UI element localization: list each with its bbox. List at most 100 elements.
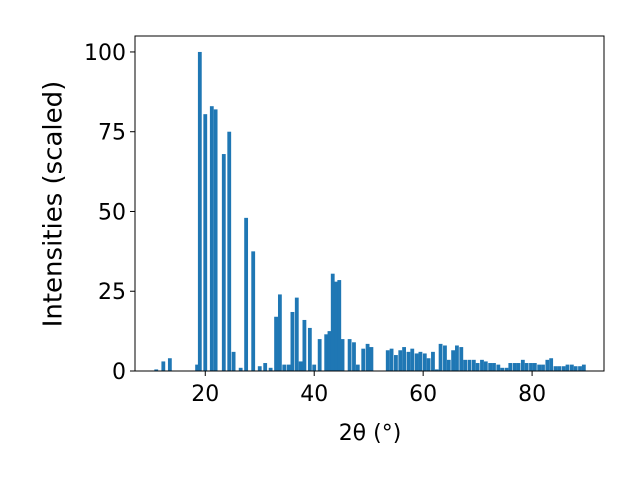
- bar: [361, 348, 366, 371]
- bar: [195, 364, 200, 371]
- bar: [221, 154, 226, 371]
- bar: [573, 366, 578, 371]
- bar: [398, 350, 403, 371]
- bar: [434, 369, 439, 371]
- bar: [282, 364, 287, 371]
- bar: [257, 366, 262, 371]
- bar: [459, 347, 464, 371]
- bar: [431, 351, 435, 371]
- bar: [549, 358, 554, 371]
- bar: [418, 351, 423, 371]
- bar: [561, 366, 566, 371]
- bar: [385, 350, 390, 371]
- bar: [451, 350, 456, 371]
- bar: [369, 347, 374, 371]
- bar: [355, 364, 360, 371]
- bar: [274, 316, 278, 371]
- bar: [389, 348, 394, 371]
- bar: [532, 363, 537, 371]
- bar: [512, 363, 517, 371]
- bar: [312, 364, 317, 371]
- bar: [496, 364, 501, 371]
- bar: [569, 364, 574, 371]
- bar: [317, 339, 322, 371]
- bar: [330, 273, 335, 371]
- bar: [467, 359, 472, 371]
- bar: [213, 109, 218, 371]
- axes-frame: [134, 35, 605, 372]
- bar: [410, 348, 415, 371]
- bar: [294, 297, 299, 371]
- bar: [537, 364, 542, 371]
- bar: [327, 331, 332, 371]
- bar: [231, 351, 236, 371]
- bar: [414, 353, 419, 371]
- y-tick-label: 0: [112, 360, 126, 385]
- bar: [438, 343, 443, 371]
- bar: [347, 339, 352, 371]
- bar: [541, 364, 545, 371]
- bar: [302, 319, 307, 371]
- bar: [268, 367, 273, 371]
- bar: [483, 361, 488, 371]
- x-axis-label: 2θ (°): [339, 421, 402, 446]
- y-axis-label: Intensities (scaled): [39, 81, 69, 328]
- bar: [443, 345, 447, 371]
- bar: [492, 363, 496, 371]
- bar: [394, 355, 398, 371]
- bar: [251, 251, 256, 371]
- bar: [244, 217, 249, 371]
- bar: [426, 358, 431, 371]
- x-tick-label: 40: [300, 382, 328, 407]
- bar: [298, 361, 303, 371]
- bar: [352, 342, 356, 371]
- bar: [340, 339, 345, 371]
- bar: [406, 351, 411, 371]
- y-tick-label: 25: [98, 280, 126, 305]
- y-tick-label: 75: [98, 121, 126, 146]
- bar: [263, 363, 268, 371]
- x-tick-label: 80: [518, 382, 546, 407]
- bar: [500, 367, 505, 371]
- bar: [238, 367, 243, 371]
- bar: [520, 359, 525, 371]
- bar: [578, 366, 582, 371]
- bar: [557, 366, 562, 371]
- bar: [529, 363, 533, 371]
- bar: [167, 358, 172, 371]
- bar: [422, 353, 427, 371]
- bar: [307, 327, 312, 371]
- bar: [480, 359, 484, 371]
- bar: [565, 364, 570, 371]
- x-tick-label: 60: [409, 382, 437, 407]
- bar: [277, 294, 282, 371]
- bar: [463, 359, 468, 371]
- x-tick-label: 20: [191, 382, 219, 407]
- bar: [286, 364, 291, 371]
- bar: [290, 311, 295, 371]
- bar: [446, 359, 451, 371]
- y-tick-label: 100: [84, 41, 126, 66]
- bar: [365, 343, 370, 371]
- y-tick-label: 50: [98, 200, 126, 225]
- bar: [337, 280, 342, 371]
- bar: [581, 364, 586, 371]
- bar: [334, 281, 338, 371]
- bar: [508, 363, 513, 371]
- bar: [324, 334, 329, 371]
- bar: [227, 131, 232, 371]
- bar: [545, 359, 550, 371]
- bar: [203, 114, 208, 372]
- bar: [455, 345, 459, 371]
- bar: [475, 363, 480, 371]
- bar: [402, 347, 406, 371]
- bar: [154, 369, 159, 371]
- bar: [161, 361, 166, 371]
- bar: [524, 363, 529, 371]
- bar: [516, 363, 521, 371]
- bar: [197, 51, 202, 371]
- bar: [471, 359, 476, 371]
- bar: [209, 106, 214, 371]
- bar: [488, 363, 493, 371]
